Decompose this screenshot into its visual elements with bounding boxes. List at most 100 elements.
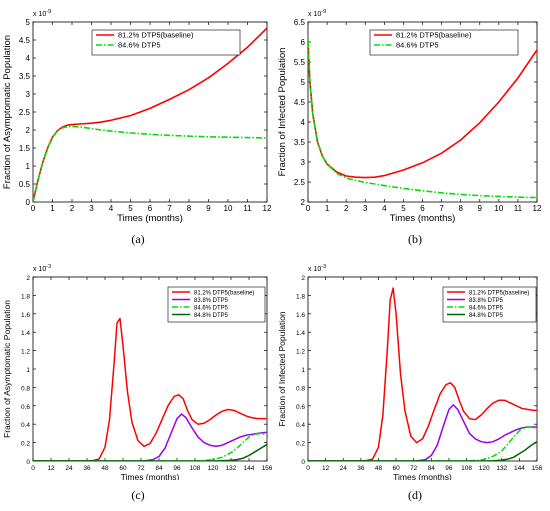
y-exponent-label: x 10-3 [33, 264, 51, 273]
x-tick-label: 2 [70, 204, 75, 213]
x-tick-label: 1 [325, 204, 330, 213]
y-tick-label: 6 [301, 38, 306, 47]
legend-label: 81.2% DTP5(baseline) [396, 31, 472, 40]
y-tick-label: 3.5 [19, 72, 31, 81]
legend-box [442, 286, 537, 323]
x-tick-label: 6 [420, 204, 425, 213]
x-tick-label: 60 [392, 465, 400, 472]
x-tick-label: 1 [50, 204, 55, 213]
y-tick-label: 1.4 [296, 330, 305, 337]
y-tick-label: 1 [26, 162, 31, 171]
x-tick-label: 156 [532, 465, 543, 472]
series-line-2 [33, 413, 267, 461]
y-tick-label: 0.6 [296, 404, 305, 411]
x-tick-label: 0 [31, 465, 35, 472]
x-tick-label: 144 [514, 465, 525, 472]
x-tick-label: 3 [89, 204, 94, 213]
caption-a-text: (a) [131, 232, 145, 246]
y-tick-label: 0 [26, 198, 31, 207]
x-tick-label: 84 [428, 465, 436, 472]
y-axis-label: Fraction of Asymptomatic Population [2, 35, 13, 189]
y-exponent-label: x 10-9 [33, 9, 51, 18]
y-tick-label: 5.5 [294, 58, 306, 67]
x-tick-label: 36 [357, 465, 365, 472]
x-tick-label: 132 [226, 465, 237, 472]
x-tick-label: 108 [461, 465, 472, 472]
x-tick-label: 12 [47, 465, 55, 472]
series-line-2 [33, 125, 267, 202]
x-tick-label: 5 [128, 204, 133, 213]
y-tick-label: 3 [26, 90, 31, 99]
y-tick-label: 1.2 [296, 349, 305, 356]
y-axis-label: Fraction of Infected Population [277, 48, 288, 177]
y-exponent-power: -3 [321, 264, 326, 270]
y-tick-label: 1.4 [21, 330, 30, 337]
x-tick-label: 72 [410, 465, 418, 472]
y-tick-label: 5 [301, 78, 306, 87]
y-tick-label: 4.5 [294, 98, 306, 107]
x-tick-label: 84 [155, 465, 163, 472]
x-tick-label: 60 [119, 465, 127, 472]
series-line-2 [308, 41, 537, 199]
x-tick-label: 8 [458, 204, 463, 213]
caption-c: (c) [108, 488, 168, 503]
legend-label: 84.8% DTP5 [194, 313, 229, 319]
caption-c-text: (c) [131, 488, 145, 502]
x-tick-label: 4 [109, 204, 114, 213]
legend-label: 84.6% DTP5 [118, 41, 161, 50]
legend-label: 81.2% DTP5(baseline) [118, 31, 194, 40]
legend-label: 84.6% DTP5 [194, 306, 229, 312]
caption-b-text: (b) [408, 232, 422, 246]
y-tick-label: 1.8 [296, 293, 305, 300]
y-axis-label: Fraction of Asymptomatic Population [2, 300, 12, 438]
legend-label: 83.8% DTP5 [469, 298, 504, 304]
y-tick-label: 0.8 [21, 385, 30, 392]
y-tick-label: 2 [301, 198, 306, 207]
y-exponent-label: x 10-3 [308, 264, 326, 273]
series-line-1 [308, 41, 537, 179]
series-line-1 [33, 317, 267, 461]
y-tick-label: 0.5 [19, 180, 31, 189]
y-tick-label: 0.2 [296, 441, 305, 448]
y-exponent-power: -9 [46, 9, 51, 15]
y-exponent-label: x 10-9 [308, 9, 326, 18]
legend-label: 84.6% DTP5 [469, 306, 504, 312]
x-tick-label: 5 [401, 204, 406, 213]
x-tick-label: 144 [244, 465, 255, 472]
caption-d-text: (d) [408, 488, 422, 502]
y-tick-label: 1.6 [296, 312, 305, 319]
x-tick-label: 0 [31, 204, 36, 213]
x-tick-label: 9 [478, 204, 483, 213]
y-tick-label: 4.5 [19, 36, 31, 45]
y-tick-label: 0.4 [296, 422, 305, 429]
caption-a: (a) [108, 232, 168, 247]
y-tick-label: 2 [26, 126, 31, 135]
y-tick-label: 1.5 [19, 144, 31, 153]
y-tick-label: 2 [301, 275, 305, 282]
legend-label: 81.2% DTP5(baseline) [469, 291, 529, 297]
x-tick-label: 4 [382, 204, 387, 213]
x-tick-label: 11 [514, 204, 523, 213]
chart-c: 0 12 24 36 48 60 72 84 96 108 120 132 144 15600.20.40… [2, 264, 273, 480]
x-tick-label: 12 [322, 465, 330, 472]
x-tick-label: 10 [224, 204, 233, 213]
y-tick-label: 2.5 [19, 108, 31, 117]
y-tick-label: 4 [26, 54, 31, 63]
y-tick-label: 4 [301, 118, 306, 127]
series-line-1 [308, 287, 537, 461]
x-tick-label: 120 [208, 465, 219, 472]
chart-d: 0 12 24 36 48 60 72 84 96 108 120 132 144 15600.20.40… [277, 264, 543, 480]
x-tick-label: 24 [65, 465, 73, 472]
y-tick-label: 0 [301, 459, 305, 466]
caption-d: (d) [385, 488, 445, 503]
x-tick-label: 48 [375, 465, 383, 472]
x-axis-label: Times (months) [390, 213, 456, 224]
y-tick-label: 1.2 [21, 349, 30, 356]
series-line-2 [308, 404, 537, 461]
y-tick-label: 5 [26, 18, 31, 27]
x-tick-label: 0 [306, 465, 310, 472]
y-tick-label: 1 [26, 367, 30, 374]
y-tick-label: 3.5 [294, 138, 306, 147]
series-line-4 [33, 443, 267, 461]
